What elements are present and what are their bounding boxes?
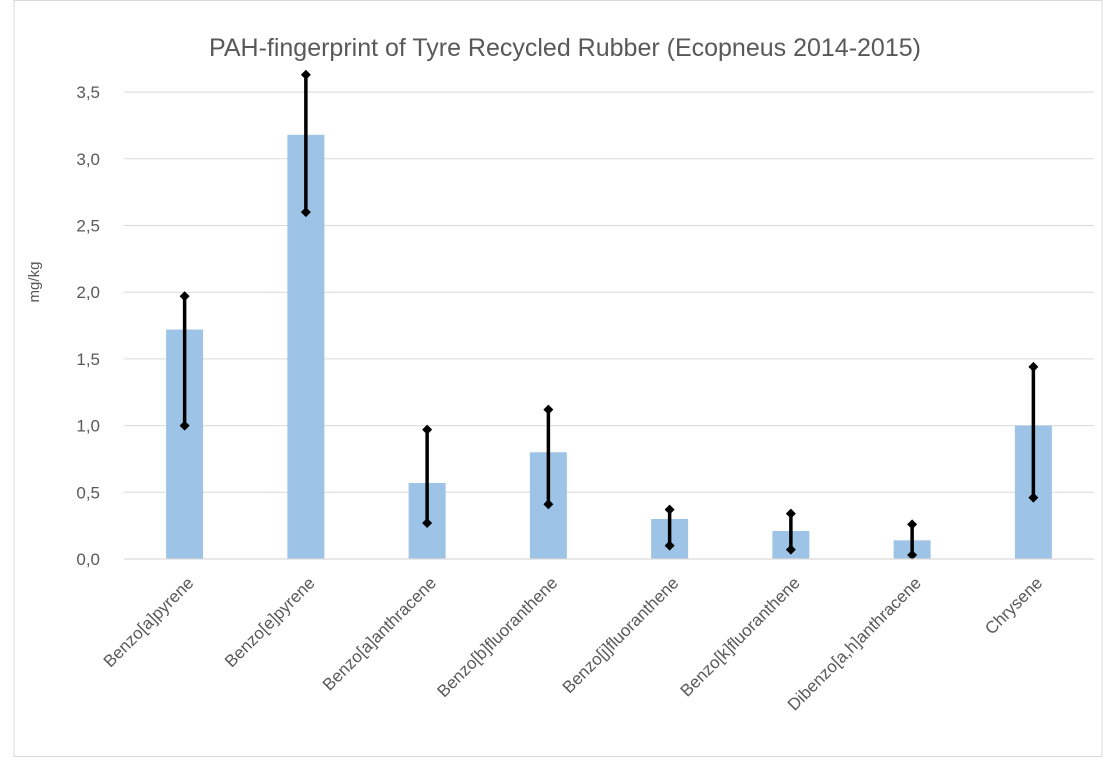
error-bar-low-marker	[664, 540, 675, 551]
error-bar-low-marker	[1028, 492, 1039, 503]
error-bar-high-marker	[179, 291, 190, 302]
y-tick-label: 1,0	[76, 417, 100, 436]
y-tick-label: 2,0	[76, 283, 100, 302]
y-tick-label: 3,0	[76, 150, 100, 169]
error-bar-high-marker	[664, 504, 675, 515]
y-tick-label: 0,0	[76, 550, 100, 569]
error-bar-high-marker	[1028, 361, 1039, 372]
error-bar	[907, 519, 918, 560]
chart-title: PAH-fingerprint of Tyre Recycled Rubber …	[209, 34, 921, 62]
y-axis-label: mg/kg	[26, 262, 43, 303]
error-bar-low-marker	[422, 517, 433, 528]
error-bar	[179, 291, 190, 431]
error-bar-high-marker	[907, 519, 918, 530]
error-bar-high-marker	[300, 69, 311, 80]
error-bar-low-marker	[907, 549, 918, 560]
error-bar	[1028, 361, 1039, 503]
error-bars	[179, 69, 1039, 560]
y-tick-label: 3,5	[76, 83, 100, 102]
y-tick-label: 2,5	[76, 217, 100, 236]
error-bar-high-marker	[422, 424, 433, 435]
error-bar	[422, 424, 433, 528]
y-tick-label: 1,5	[76, 350, 100, 369]
error-bar	[543, 404, 554, 510]
error-bar-high-marker	[543, 404, 554, 415]
error-bar-low-marker	[300, 207, 311, 218]
y-tick-label: 0,5	[76, 483, 100, 502]
gridlines	[124, 91, 1094, 493]
y-axis-ticks: 0,0 0,5 1,0 1,5 2,0 2,5 3,0 3,5	[76, 83, 100, 569]
error-bar-high-marker	[785, 508, 796, 519]
error-bar	[664, 504, 675, 551]
error-bar-low-marker	[785, 544, 796, 555]
error-bar	[785, 508, 796, 555]
error-bar-low-marker	[543, 499, 554, 510]
error-bar	[300, 69, 311, 218]
error-bar-low-marker	[179, 420, 190, 431]
